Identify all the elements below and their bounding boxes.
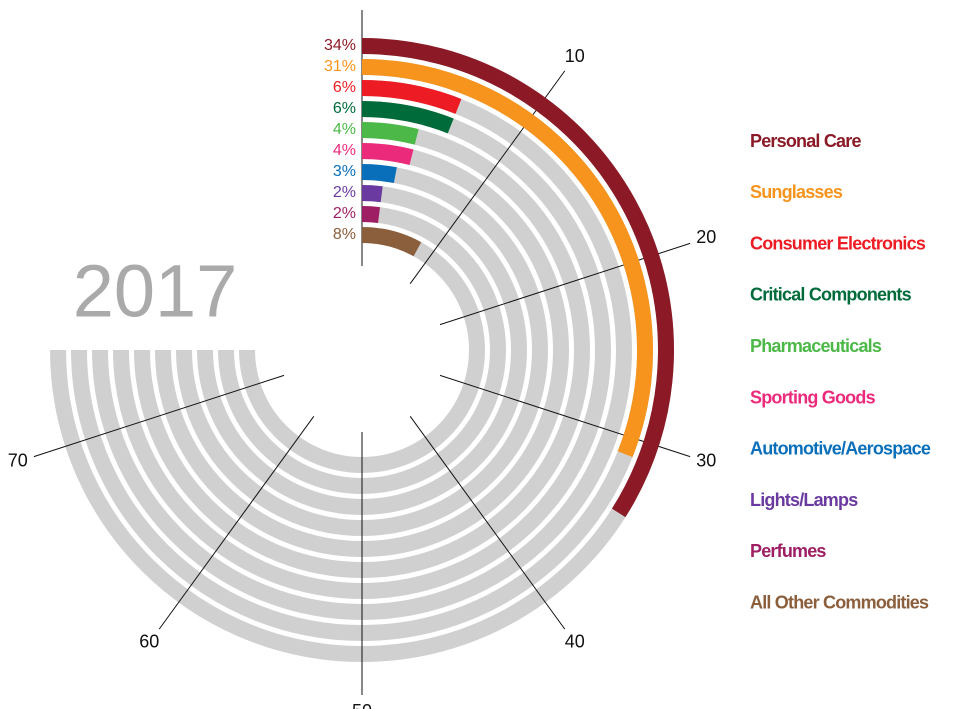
track — [113, 101, 611, 599]
bar — [361, 143, 414, 166]
track — [239, 227, 485, 473]
value-label: 31% — [324, 58, 356, 75]
tick-label: 40 — [565, 632, 585, 652]
chart-title: 2017 — [73, 250, 238, 333]
tick-label: 30 — [696, 451, 716, 471]
value-label: 2% — [333, 205, 356, 222]
value-label: 34% — [324, 37, 356, 54]
legend-entry: Personal Care — [750, 131, 861, 151]
legend-entry: Perfumes — [750, 541, 826, 561]
track — [218, 206, 506, 494]
value-label: 6% — [333, 79, 356, 96]
bar — [361, 38, 674, 518]
track — [155, 143, 569, 557]
bar — [361, 59, 653, 458]
bar — [361, 80, 462, 114]
legend-entry: Sunglasses — [750, 182, 843, 202]
tick-line — [33, 374, 285, 458]
value-label: 6% — [333, 100, 356, 117]
track — [176, 164, 548, 536]
value-label: 2% — [333, 184, 356, 201]
tick-line — [158, 416, 315, 630]
tick-label: 60 — [139, 632, 159, 652]
legend-entry: Automotive/Aerospace — [750, 439, 931, 459]
legend-entry: Lights/Lamps — [750, 490, 858, 510]
bar — [361, 227, 422, 257]
legend-entry: All Other Commodities — [750, 592, 929, 612]
track — [197, 185, 527, 515]
value-label: 8% — [333, 226, 356, 243]
legend-entry: Critical Components — [750, 285, 912, 305]
value-label: 4% — [333, 142, 356, 159]
bar — [361, 164, 397, 184]
tick-line — [409, 416, 566, 630]
bar — [361, 101, 454, 134]
legend-entry: Pharmaceuticals — [750, 336, 882, 356]
value-label: 3% — [333, 163, 356, 180]
bar — [361, 206, 381, 224]
bar — [361, 185, 383, 203]
tick-label: 20 — [696, 227, 716, 247]
track — [92, 80, 632, 620]
tick-label: 10 — [565, 46, 585, 66]
track — [134, 122, 590, 578]
legend-entry: Consumer Electronics — [750, 233, 926, 253]
legend-entry: Sporting Goods — [750, 387, 876, 407]
bar — [361, 122, 419, 145]
value-label: 4% — [333, 121, 356, 138]
tick-label: 70 — [8, 451, 28, 471]
tick-label: 50 — [352, 701, 372, 709]
